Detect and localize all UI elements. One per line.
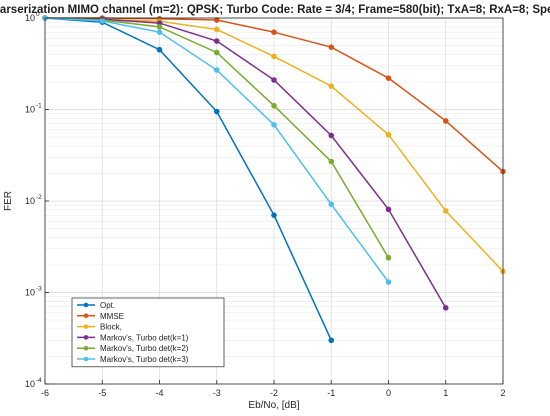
x-tick-label: -3 xyxy=(213,388,221,398)
y-tick-label: 10 xyxy=(25,196,35,206)
data-point xyxy=(385,279,392,285)
data-point xyxy=(156,24,163,30)
legend-item: Opt. xyxy=(77,301,115,310)
x-tick-label: -6 xyxy=(41,388,49,398)
y-tick-exponent: -2 xyxy=(36,194,42,201)
data-point xyxy=(213,67,220,73)
legend-marker xyxy=(83,335,89,340)
data-point xyxy=(385,131,392,138)
data-point xyxy=(156,46,163,53)
y-axis-label: FER xyxy=(3,191,14,211)
legend-marker xyxy=(83,356,89,362)
data-point xyxy=(385,206,392,213)
data-point xyxy=(271,122,277,128)
chart-title: Sparserization MIMO channel (m=2): QPSK;… xyxy=(0,4,550,16)
legend-item: Markov's, Turbo det(k=1) xyxy=(77,333,189,342)
y-tick-label: 10 xyxy=(25,379,35,389)
legend-marker xyxy=(83,313,89,319)
x-tick-label: -2 xyxy=(270,388,278,398)
x-tick-label: -1 xyxy=(327,388,335,398)
data-point xyxy=(213,49,220,56)
data-point xyxy=(328,158,335,165)
legend-marker xyxy=(83,345,89,351)
y-tick-exponent: -3 xyxy=(36,286,42,293)
legend-label: Markov's, Turbo det(k=2) xyxy=(100,344,189,353)
data-point xyxy=(328,132,335,139)
data-point xyxy=(271,212,277,218)
data-point xyxy=(442,305,449,311)
data-point xyxy=(328,201,335,208)
x-tick-label: 0 xyxy=(386,388,391,398)
data-point xyxy=(271,29,277,35)
data-point xyxy=(328,337,335,344)
legend-label: Markov's, Turbo det(k=3) xyxy=(100,355,189,364)
legend-item: Markov's, Turbo det(k=3) xyxy=(77,355,189,364)
data-point xyxy=(271,77,277,83)
x-tick-label: 1 xyxy=(443,388,448,398)
data-point xyxy=(213,17,220,23)
series-line xyxy=(44,17,447,309)
legend-label: Markov's, Turbo det(k=1) xyxy=(100,333,189,342)
legend: Opt. MMSE Block,Markov's, Turbo det(k=1) Ma… xyxy=(71,297,225,368)
x-axis-ticks: -6 -5 -4 -3 -2 -1 0 1 2 xyxy=(41,380,506,398)
x-tick-label: -4 xyxy=(155,388,163,398)
x-tick-label: -5 xyxy=(98,388,106,398)
x-tick-label: 2 xyxy=(500,388,505,398)
legend-marker xyxy=(83,324,89,329)
series-line xyxy=(44,17,332,341)
y-tick-label: 10 xyxy=(25,105,35,115)
legend-label: Opt. xyxy=(100,301,115,310)
data-point xyxy=(271,53,277,60)
data-point xyxy=(442,118,449,124)
legend-marker xyxy=(83,302,89,308)
data-point xyxy=(328,44,335,50)
data-point xyxy=(156,29,163,35)
legend-item: Markov's, Turbo det(k=2) xyxy=(77,344,189,353)
data-point xyxy=(442,208,449,214)
legend-box xyxy=(71,297,225,368)
y-tick-exponent: -4 xyxy=(36,377,42,384)
legend-label: Block, xyxy=(100,323,122,332)
y-tick-exponent: -1 xyxy=(36,103,42,110)
data-point xyxy=(328,83,335,89)
data-point xyxy=(213,38,220,44)
legend-item: Block, xyxy=(77,323,122,332)
data-point xyxy=(385,75,392,81)
data-point xyxy=(99,18,106,24)
data-point xyxy=(213,26,220,33)
legend-label: MMSE xyxy=(100,312,124,321)
data-point xyxy=(271,102,277,109)
y-tick-label: 10 xyxy=(25,13,35,23)
legend-item: MMSE xyxy=(77,312,124,321)
y-tick-exponent: 0 xyxy=(36,11,40,18)
data-point xyxy=(385,254,392,261)
x-axis-label: Eb/No, [dB] xyxy=(248,400,299,411)
data-point xyxy=(213,108,220,115)
y-tick-label: 10 xyxy=(25,288,35,298)
